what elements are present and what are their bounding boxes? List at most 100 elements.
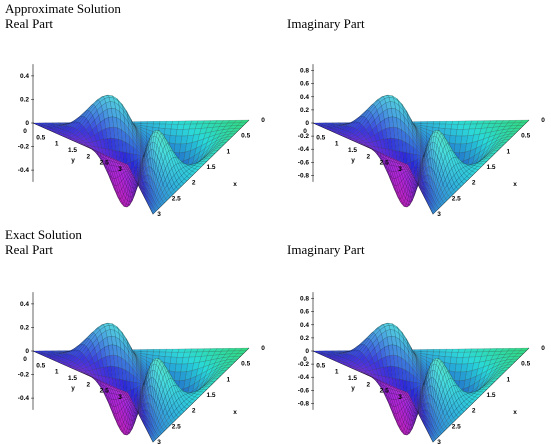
y-tick-label: 1 [335,369,339,376]
x-tick-label: 1.5 [206,164,215,171]
y-tick-label: 1.5 [68,375,77,382]
z-tick-label: -0.8 [298,400,310,407]
y-tick-label: 0 [303,128,307,135]
z-tick-label: 0.4 [20,301,29,308]
x-tick-label: 1 [506,376,510,383]
z-tick-label: -0.2 [18,144,30,151]
z-tick-label: 0.2 [20,96,29,103]
y-axis-label: y [351,157,355,164]
z-tick-label: -0.2 [18,372,30,379]
plot-2-label: Imaginary Part [287,16,365,31]
surface-plot-approx-imaginary: 0.8 0.6 0.4 0.2 0 -0.2 -0.4 -0.6 -0.8 0 0.5 1 1.5 2 2.… [283,34,551,218]
y-tick-label: 1.5 [348,147,357,154]
y-tick-label: 2.5 [380,388,389,395]
x-tick-label: 1.5 [486,164,495,171]
y-tick-label: 0.5 [36,362,45,369]
z-tick-label: -0.4 [18,167,30,174]
y-axis-label: y [71,385,75,392]
z-tick-label: 0.6 [300,309,309,316]
x-tick-label: 1 [226,148,230,155]
plot-4-label: Imaginary Part [287,242,365,257]
x-tick-label: 3 [437,439,441,444]
y-tick-label: 2 [366,153,370,160]
surface-group [32,64,250,215]
plot-1-label: Real Part [5,16,54,31]
x-tick-label: 3 [157,211,161,218]
x-tick-label: 1 [226,376,230,383]
x-tick-label: 3 [437,211,441,218]
y-tick-label: 3 [398,394,402,401]
x-tick-label: 0.5 [521,361,530,368]
surface-plot-exact-imaginary: 0.8 0.6 0.4 0.2 0 -0.2 -0.4 -0.6 -0.8 0 0.5 1 1.5 2 2.… [283,262,551,444]
y-tick-label: 3 [118,166,122,173]
x-tick-label: 0 [541,117,545,124]
x-axis-label: x [233,409,237,416]
z-tick-label: 0.8 [300,296,309,303]
z-tick-label: -0.4 [298,374,310,381]
surface-plot-approx-real: 0.4 0.2 0 -0.2 -0.4 0 0.5 1 1.5 2 2.5 3 y 0 0.5 1 1.5 2 2.… [3,34,273,218]
surface-group [32,292,250,443]
z-tick-label: 0.4 [300,94,309,101]
plot-3-label: Real Part [5,242,54,257]
x-tick-label: 0.5 [241,133,250,140]
z-tick-label: -0.2 [298,361,310,368]
z-tick-label: 0 [25,348,29,355]
z-tick-label: -0.2 [298,133,310,140]
z-tick-label: 0.8 [300,68,309,75]
y-tick-label: 0 [23,356,27,363]
z-tick-label: 0.4 [20,73,29,80]
z-tick-label: 0.2 [20,324,29,331]
y-tick-label: 0.5 [316,134,325,141]
x-tick-label: 1.5 [486,392,495,399]
x-axis-label: x [513,181,517,188]
x-tick-label: 2 [472,180,476,187]
z-tick-label: -0.4 [298,146,310,153]
x-tick-label: 2.5 [452,423,461,430]
y-axis-label: y [351,385,355,392]
y-tick-label: 2.5 [100,160,109,167]
approximate-solution-heading: Approximate Solution [5,1,121,16]
x-tick-label: 0.5 [521,133,530,140]
x-tick-label: 2 [472,408,476,415]
x-tick-label: 2 [192,408,196,415]
z-tick-label: 0 [25,120,29,127]
y-tick-label: 3 [118,394,122,401]
y-tick-label: 1 [335,141,339,148]
z-tick-label: 0.6 [300,81,309,88]
y-axis-label: y [71,157,75,164]
x-tick-label: 0 [261,345,265,352]
z-tick-label: -0.6 [298,387,310,394]
y-tick-label: 2.5 [380,160,389,167]
z-tick-label: -0.6 [298,159,310,166]
z-tick-label: 0.2 [300,107,309,114]
exact-solution-heading: Exact Solution [5,227,82,242]
x-tick-label: 2.5 [452,195,461,202]
y-tick-label: 1 [55,141,59,148]
y-tick-label: 2 [86,153,90,160]
y-tick-label: 1.5 [68,147,77,154]
x-tick-label: 1 [506,148,510,155]
x-tick-label: 0 [541,345,545,352]
x-axis-label: x [513,409,517,416]
x-tick-label: 2.5 [172,195,181,202]
y-tick-label: 2 [366,381,370,388]
y-tick-label: 1.5 [348,375,357,382]
y-tick-label: 2.5 [100,388,109,395]
x-tick-label: 2 [192,180,196,187]
surface-group [312,64,530,215]
surface-plot-exact-real: 0.4 0.2 0 -0.2 -0.4 0 0.5 1 1.5 2 2.5 3 y 0 0.5 1 1.5 2 2.… [3,262,273,444]
y-tick-label: 0 [23,128,27,135]
x-tick-label: 2.5 [172,423,181,430]
x-tick-label: 0 [261,117,265,124]
y-tick-label: 0 [303,356,307,363]
z-tick-label: -0.4 [18,395,30,402]
y-tick-label: 1 [55,369,59,376]
y-tick-label: 0.5 [316,362,325,369]
x-tick-label: 0.5 [241,361,250,368]
z-tick-label: -0.8 [298,172,310,179]
y-tick-label: 3 [398,166,402,173]
z-tick-label: 0 [305,120,309,127]
z-tick-label: 0 [305,348,309,355]
x-tick-label: 3 [157,439,161,444]
x-tick-label: 1.5 [206,392,215,399]
